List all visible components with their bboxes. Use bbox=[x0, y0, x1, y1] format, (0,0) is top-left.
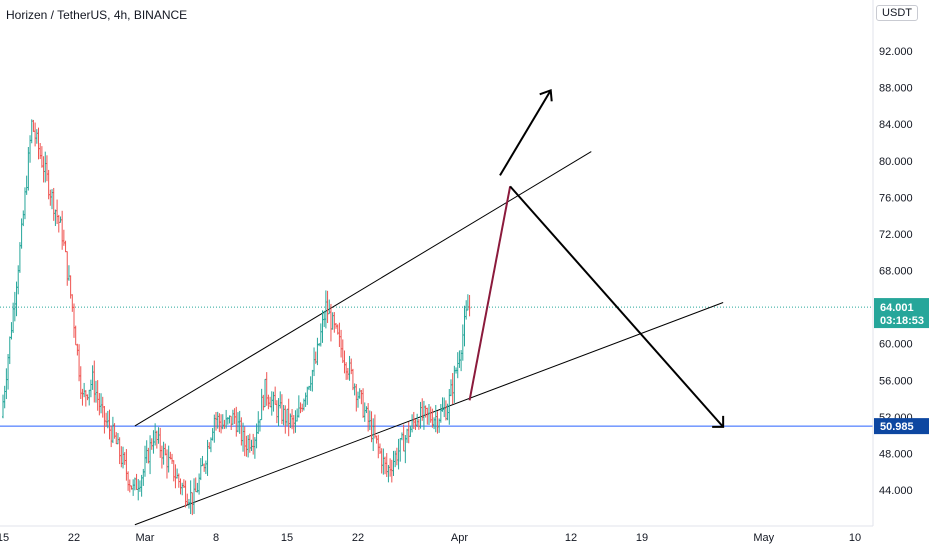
x-tick-label: 15 bbox=[281, 532, 293, 544]
y-tick-label: 76.000 bbox=[879, 192, 913, 204]
x-tick-label: 12 bbox=[565, 532, 577, 544]
y-tick-label: 72.000 bbox=[879, 229, 913, 241]
breakout-arrow-head bbox=[539, 88, 553, 102]
y-tick-label: 44.000 bbox=[879, 485, 913, 497]
y-tick-label: 92.000 bbox=[879, 46, 913, 58]
x-tick-label: Apr bbox=[451, 532, 468, 544]
y-tick-label: 56.000 bbox=[879, 375, 913, 387]
y-tick-label: 80.000 bbox=[879, 156, 913, 168]
support-price-value: 50.985 bbox=[880, 421, 914, 433]
y-tick-label: 68.000 bbox=[879, 266, 913, 278]
currency-button[interactable]: USDT bbox=[876, 5, 918, 21]
chart-title: Horizen / TetherUS, 4h, BINANCE bbox=[6, 8, 188, 22]
last-price-tag bbox=[874, 298, 929, 329]
y-tick-label: 88.000 bbox=[879, 83, 913, 95]
x-tick-label: 22 bbox=[352, 532, 364, 544]
breakdown-arrow bbox=[509, 185, 724, 428]
y-tick-label: 60.000 bbox=[879, 339, 913, 351]
x-tick-label: Mar bbox=[136, 532, 155, 544]
breakdown-arrow-head bbox=[712, 415, 725, 428]
last-price-value: 64.001 bbox=[880, 302, 914, 314]
support-price-tag bbox=[874, 418, 929, 435]
x-tick-label: 19 bbox=[636, 532, 648, 544]
y-tick-label: 48.000 bbox=[879, 448, 913, 460]
x-tick-label: 8 bbox=[213, 532, 219, 544]
breakout-arrow bbox=[499, 89, 552, 176]
candles-layer bbox=[2, 119, 471, 516]
x-tick-label: 15 bbox=[0, 532, 9, 544]
countdown-value: 03:18:53 bbox=[880, 315, 924, 327]
x-tick-label: 10 bbox=[849, 532, 861, 544]
wedge-upper-trendline bbox=[134, 151, 592, 427]
drawings-layer bbox=[0, 88, 873, 526]
projection-impulse bbox=[468, 186, 512, 401]
y-tick-label: 84.000 bbox=[879, 119, 913, 131]
x-tick-label: 22 bbox=[68, 532, 80, 544]
x-tick-label: May bbox=[753, 532, 774, 544]
